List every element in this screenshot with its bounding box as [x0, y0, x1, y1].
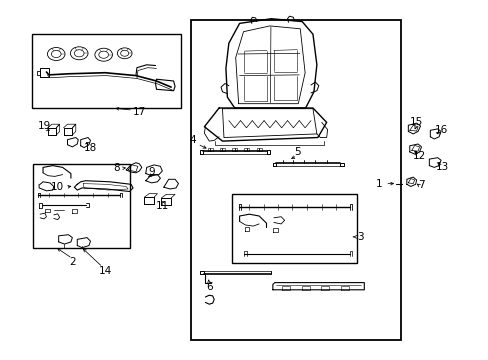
Text: 8: 8 — [113, 163, 120, 174]
Text: 7: 7 — [417, 180, 424, 190]
Text: 17: 17 — [132, 107, 146, 117]
Text: 5: 5 — [293, 147, 300, 157]
Text: 3: 3 — [357, 232, 364, 242]
Bar — [190, 20, 400, 340]
Circle shape — [51, 50, 61, 58]
Text: 1: 1 — [375, 179, 382, 189]
Text: 11: 11 — [155, 201, 169, 211]
Text: 18: 18 — [83, 143, 97, 153]
Bar — [32, 34, 181, 108]
Text: 13: 13 — [435, 162, 448, 172]
Text: 6: 6 — [205, 282, 212, 292]
Circle shape — [74, 50, 84, 57]
Text: 16: 16 — [433, 125, 447, 135]
Text: 9: 9 — [148, 167, 155, 177]
Text: 15: 15 — [409, 117, 423, 127]
Text: 14: 14 — [98, 266, 112, 276]
Bar — [232, 194, 356, 263]
Text: 4: 4 — [189, 135, 196, 145]
Text: 2: 2 — [69, 257, 76, 267]
Text: 10: 10 — [51, 182, 64, 192]
Circle shape — [121, 50, 128, 56]
Circle shape — [99, 51, 108, 58]
Text: 12: 12 — [412, 150, 426, 161]
Bar — [33, 164, 129, 248]
Text: 19: 19 — [37, 121, 51, 131]
